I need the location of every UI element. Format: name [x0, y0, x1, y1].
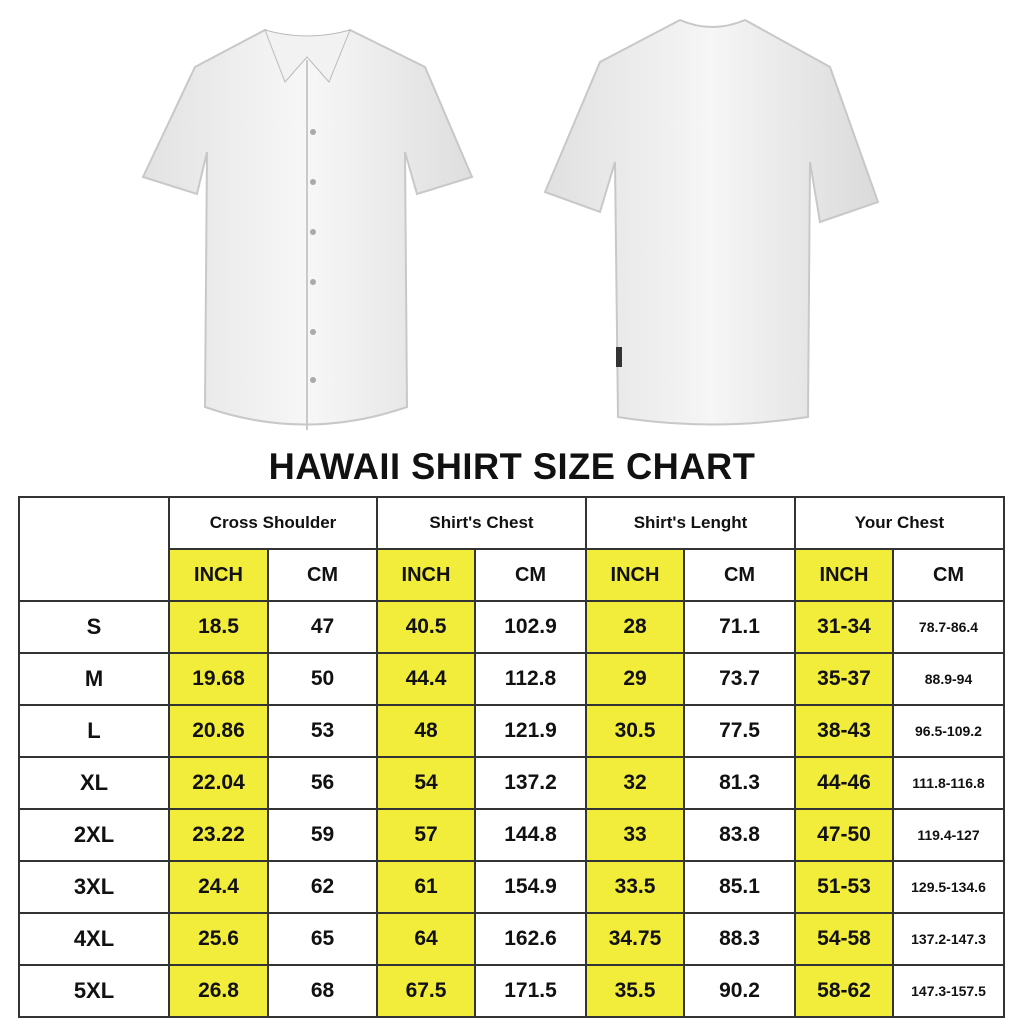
table-cell: 67.5: [376, 964, 476, 1018]
table-cell: 119.4-127: [892, 808, 1005, 862]
group-header: Shirt's Lenght: [585, 496, 796, 550]
table-cell: 51-53: [794, 860, 894, 914]
table-cell: 25.6: [168, 912, 269, 966]
table-cell: 34.75: [585, 912, 685, 966]
table-cell: 68: [267, 964, 378, 1018]
unit-header: CM: [474, 548, 587, 602]
table-cell: 38-43: [794, 704, 894, 758]
unit-header: INCH: [168, 548, 269, 602]
table-cell: 28: [585, 600, 685, 654]
table-cell: 29: [585, 652, 685, 706]
table-row: 2XL 23.22 59 57 144.8 33 83.8 47-50 119.4-127: [18, 808, 1005, 862]
table-cell: 33.5: [585, 860, 685, 914]
unit-header: INCH: [794, 548, 894, 602]
table-cell: 31-34: [794, 600, 894, 654]
table-cell: 77.5: [683, 704, 796, 758]
table-cell: 50: [267, 652, 378, 706]
size-label: 3XL: [18, 860, 170, 914]
table-cell: 81.3: [683, 756, 796, 810]
table-cell: 112.8: [474, 652, 587, 706]
table-cell: 64: [376, 912, 476, 966]
table-row: L 20.86 53 48 121.9 30.5 77.5 38-43 96.5-109.2: [18, 704, 1005, 758]
table-row: 5XL 26.8 68 67.5 171.5 35.5 90.2 58-62 147.3-157…: [18, 964, 1005, 1018]
table-cell: 44.4: [376, 652, 476, 706]
table-cell: 162.6: [474, 912, 587, 966]
table-cell: 78.7-86.4: [892, 600, 1005, 654]
table-cell: 23.22: [168, 808, 269, 862]
size-label: 5XL: [18, 964, 170, 1018]
table-cell: 19.68: [168, 652, 269, 706]
group-header: Your Chest: [794, 496, 1005, 550]
unit-header: CM: [267, 548, 378, 602]
table-cell: 71.1: [683, 600, 796, 654]
corner-cell: [18, 496, 170, 602]
table-cell: 33: [585, 808, 685, 862]
size-label: M: [18, 652, 170, 706]
shirt-back-image: [543, 18, 880, 426]
table-cell: 32: [585, 756, 685, 810]
table-cell: 59: [267, 808, 378, 862]
group-header: Cross Shoulder: [168, 496, 378, 550]
table-cell: 20.86: [168, 704, 269, 758]
table-cell: 57: [376, 808, 476, 862]
table-cell: 44-46: [794, 756, 894, 810]
unit-header: CM: [683, 548, 796, 602]
table-cell: 58-62: [794, 964, 894, 1018]
table-cell: 137.2-147.3: [892, 912, 1005, 966]
table-cell: 73.7: [683, 652, 796, 706]
table-cell: 111.8-116.8: [892, 756, 1005, 810]
shirt-front-image: [141, 28, 474, 430]
table-cell: 30.5: [585, 704, 685, 758]
table-cell: 40.5: [376, 600, 476, 654]
table-cell: 85.1: [683, 860, 796, 914]
table-row: 3XL 24.4 62 61 154.9 33.5 85.1 51-53 129.5-134.6: [18, 860, 1005, 914]
table-cell: 129.5-134.6: [892, 860, 1005, 914]
table-cell: 147.3-157.5: [892, 964, 1005, 1018]
unit-header-row: INCH CM INCH CM INCH CM INCH CM: [19, 548, 1005, 602]
size-label: 4XL: [18, 912, 170, 966]
table-cell: 47: [267, 600, 378, 654]
size-chart-table: Cross Shoulder Shirt's Chest Shirt's Len…: [18, 496, 1005, 1018]
table-row: S 18.5 47 40.5 102.9 28 71.1 31-34 78.7-86.4: [18, 600, 1005, 654]
table-cell: 62: [267, 860, 378, 914]
table-cell: 137.2: [474, 756, 587, 810]
table-cell: 83.8: [683, 808, 796, 862]
unit-header: INCH: [376, 548, 476, 602]
size-label: XL: [18, 756, 170, 810]
table-cell: 47-50: [794, 808, 894, 862]
table-row: XL 22.04 56 54 137.2 32 81.3 44-46 111.8-116.8: [18, 756, 1005, 810]
table-cell: 54: [376, 756, 476, 810]
table-cell: 35-37: [794, 652, 894, 706]
table-cell: 56: [267, 756, 378, 810]
table-cell: 171.5: [474, 964, 587, 1018]
table-cell: 121.9: [474, 704, 587, 758]
chart-title: HAWAII SHIRT SIZE CHART: [268, 446, 756, 487]
table-row: M 19.68 50 44.4 112.8 29 73.7 35-37 88.9-94: [18, 652, 1005, 706]
table-cell: 96.5-109.2: [892, 704, 1005, 758]
table-cell: 102.9: [474, 600, 587, 654]
table-cell: 61: [376, 860, 476, 914]
table-cell: 88.3: [683, 912, 796, 966]
table-cell: 35.5: [585, 964, 685, 1018]
table-cell: 154.9: [474, 860, 587, 914]
group-header-row: Cross Shoulder Shirt's Chest Shirt's Len…: [18, 496, 1005, 602]
table-cell: 53: [267, 704, 378, 758]
table-cell: 65: [267, 912, 378, 966]
table-row: 4XL 25.6 65 64 162.6 34.75 88.3 54-58 137.2-147.…: [18, 912, 1005, 966]
table-cell: 48: [376, 704, 476, 758]
table-cell: 24.4: [168, 860, 269, 914]
table-cell: 144.8: [474, 808, 587, 862]
size-label: S: [18, 600, 170, 654]
unit-header: CM: [892, 548, 1005, 602]
table-cell: 22.04: [168, 756, 269, 810]
table-cell: 18.5: [168, 600, 269, 654]
size-label: L: [18, 704, 170, 758]
group-header: Shirt's Chest: [376, 496, 587, 550]
unit-header: INCH: [585, 548, 685, 602]
table-cell: 54-58: [794, 912, 894, 966]
table-cell: 26.8: [168, 964, 269, 1018]
table-cell: 90.2: [683, 964, 796, 1018]
size-label: 2XL: [18, 808, 170, 862]
table-cell: 88.9-94: [892, 652, 1005, 706]
